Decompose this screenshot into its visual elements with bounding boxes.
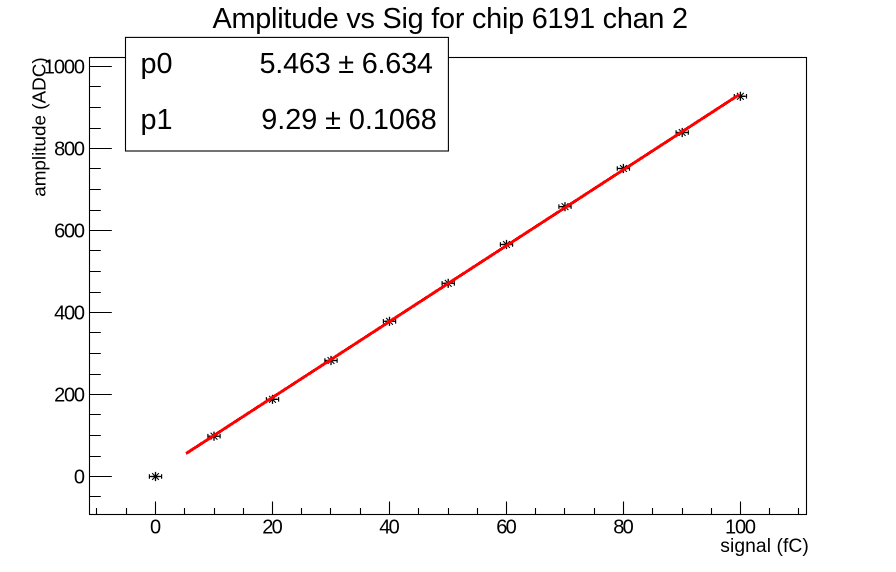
svg-text:400: 400: [54, 303, 85, 325]
svg-text:60: 60: [496, 516, 517, 538]
svg-text:100: 100: [725, 516, 756, 538]
svg-text:9.29 ± 0.1068: 9.29 ± 0.1068: [261, 104, 437, 136]
svg-text:600: 600: [54, 221, 85, 243]
svg-text:40: 40: [379, 516, 400, 538]
svg-text:Amplitude vs Sig for chip 6191: Amplitude vs Sig for chip 6191 chan 2: [213, 3, 689, 35]
svg-text:1000: 1000: [44, 57, 85, 79]
svg-text:80: 80: [613, 516, 634, 538]
svg-text:0: 0: [150, 516, 161, 538]
svg-text:amplitude (ADC): amplitude (ADC): [29, 57, 50, 197]
svg-text:800: 800: [54, 139, 85, 161]
svg-text:signal (fC): signal (fC): [720, 536, 809, 557]
svg-text:0: 0: [74, 467, 85, 489]
svg-text:200: 200: [54, 385, 85, 407]
svg-text:p1: p1: [141, 104, 173, 136]
svg-text:5.463 ± 6.634: 5.463 ± 6.634: [260, 48, 433, 80]
svg-text:p0: p0: [141, 48, 173, 80]
svg-text:20: 20: [262, 516, 283, 538]
